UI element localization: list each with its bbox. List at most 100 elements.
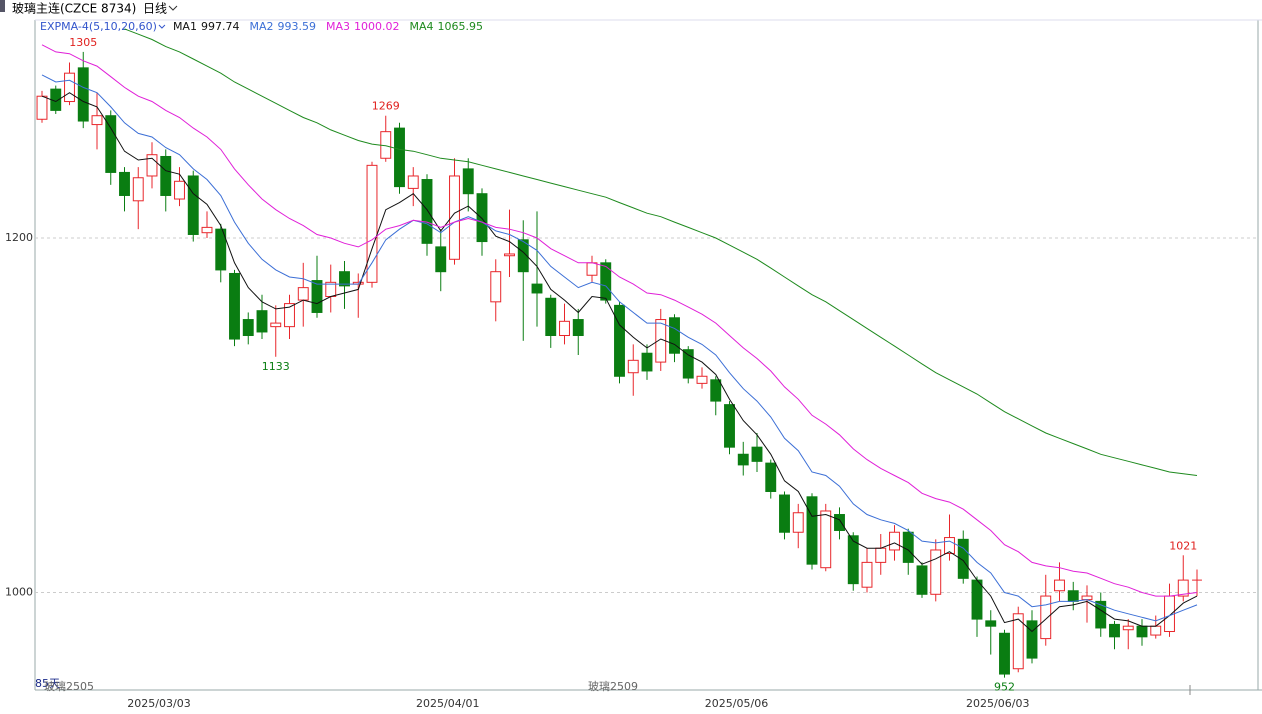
candle-body xyxy=(476,193,488,243)
candle-body xyxy=(559,320,570,337)
candle-body xyxy=(971,579,983,620)
candle-body xyxy=(1081,595,1093,601)
candle-body xyxy=(586,262,598,276)
candle-body xyxy=(517,239,529,273)
indicator-label: EXPMA-4(5,10,20,60) xyxy=(40,20,157,33)
candle-body xyxy=(792,512,804,533)
candle-body xyxy=(737,453,749,466)
candle-body xyxy=(119,171,130,196)
legend-value: 1065.95 xyxy=(438,20,484,33)
candle-body xyxy=(407,175,419,189)
candle-body xyxy=(242,319,254,337)
legend-name: MA4 xyxy=(409,20,433,33)
candle-body xyxy=(999,632,1010,675)
candle-body xyxy=(1136,625,1148,638)
candle-body xyxy=(916,565,928,595)
candle-body xyxy=(394,127,405,188)
high-label: 1269 xyxy=(372,100,400,113)
candle-body xyxy=(834,514,845,531)
legend-value: 993.59 xyxy=(277,20,316,33)
candle-body xyxy=(1040,595,1052,640)
candle-body xyxy=(627,359,639,374)
high-label: 1305 xyxy=(69,36,97,49)
ma-line xyxy=(124,28,1198,476)
candle-body xyxy=(449,175,460,260)
candle-body xyxy=(462,168,474,195)
candle-body xyxy=(724,404,735,448)
candle-body xyxy=(1095,600,1107,629)
candle-body xyxy=(339,271,350,287)
candle-body xyxy=(36,95,48,120)
candle-body xyxy=(64,72,75,103)
chart-title[interactable]: 玻璃主连(CZCE 8734) xyxy=(12,1,136,16)
candle-body xyxy=(847,535,859,585)
candle-body xyxy=(710,379,722,402)
candle-body xyxy=(779,494,790,533)
candle-body xyxy=(174,180,185,200)
candle-body xyxy=(930,549,942,595)
candle-body xyxy=(1067,590,1079,602)
candle-body xyxy=(160,155,172,196)
candle-body xyxy=(270,322,282,328)
ma-line xyxy=(41,44,1198,597)
candle-body xyxy=(229,272,240,340)
candle-body xyxy=(504,253,515,257)
candle-body xyxy=(806,496,818,565)
low-label: 952 xyxy=(994,681,1015,694)
plot-area xyxy=(36,28,1202,678)
x-tick-label: 2025/04/01 xyxy=(416,697,479,710)
candle-body xyxy=(146,154,158,177)
y-tick-label: 1200 xyxy=(5,231,33,244)
ma-line xyxy=(41,92,1198,633)
candle-body xyxy=(1122,625,1134,631)
candle-body xyxy=(902,531,914,563)
candle-body xyxy=(91,115,103,126)
candle-body xyxy=(696,375,708,384)
x-tick-label: 2025/05/06 xyxy=(705,697,768,710)
candle-body xyxy=(132,177,144,202)
candle-body xyxy=(311,280,323,313)
period[interactable]: 日线 xyxy=(143,2,167,16)
candle-body xyxy=(297,287,309,301)
contract-label: 玻璃2509 xyxy=(588,679,638,693)
candle-body xyxy=(985,620,997,627)
menu-icon[interactable] xyxy=(0,0,5,12)
indicator-dropdown xyxy=(158,24,166,29)
legend-name: MA3 xyxy=(326,20,350,33)
low-label: 1133 xyxy=(262,360,290,373)
days-label: 85天 xyxy=(35,677,60,690)
candle-body xyxy=(284,303,295,328)
legend-value: 1000.02 xyxy=(354,20,400,33)
candle-body xyxy=(531,283,543,294)
candle-body xyxy=(490,271,502,303)
candle-body xyxy=(201,226,213,234)
candle-body xyxy=(751,446,763,462)
legend-value: 997.74 xyxy=(201,20,240,33)
ma-line xyxy=(41,74,1198,622)
candle-body xyxy=(187,175,199,235)
candle-body xyxy=(1177,579,1189,597)
candle-body xyxy=(600,262,612,301)
legend-name: MA2 xyxy=(249,20,273,33)
candle-body xyxy=(820,510,832,569)
candle-body xyxy=(875,547,887,563)
candle-body xyxy=(77,67,89,122)
candle-body xyxy=(366,164,378,283)
candle-body xyxy=(421,179,433,244)
candle-body xyxy=(256,310,268,333)
candle-body xyxy=(765,462,777,492)
candle-body xyxy=(682,349,694,379)
candle-body xyxy=(105,115,117,173)
candle-body xyxy=(614,304,625,377)
x-tick-label: 2025/06/03 xyxy=(966,697,1029,710)
candle-body xyxy=(545,297,557,337)
candle-body xyxy=(641,352,653,372)
candle-body xyxy=(944,537,955,555)
candle-body xyxy=(889,531,900,551)
period-dropdown[interactable] xyxy=(168,5,178,11)
x-tick-label: 2025/03/03 xyxy=(127,697,190,710)
y-tick-label: 1000 xyxy=(5,586,33,599)
candle-body xyxy=(861,561,873,588)
